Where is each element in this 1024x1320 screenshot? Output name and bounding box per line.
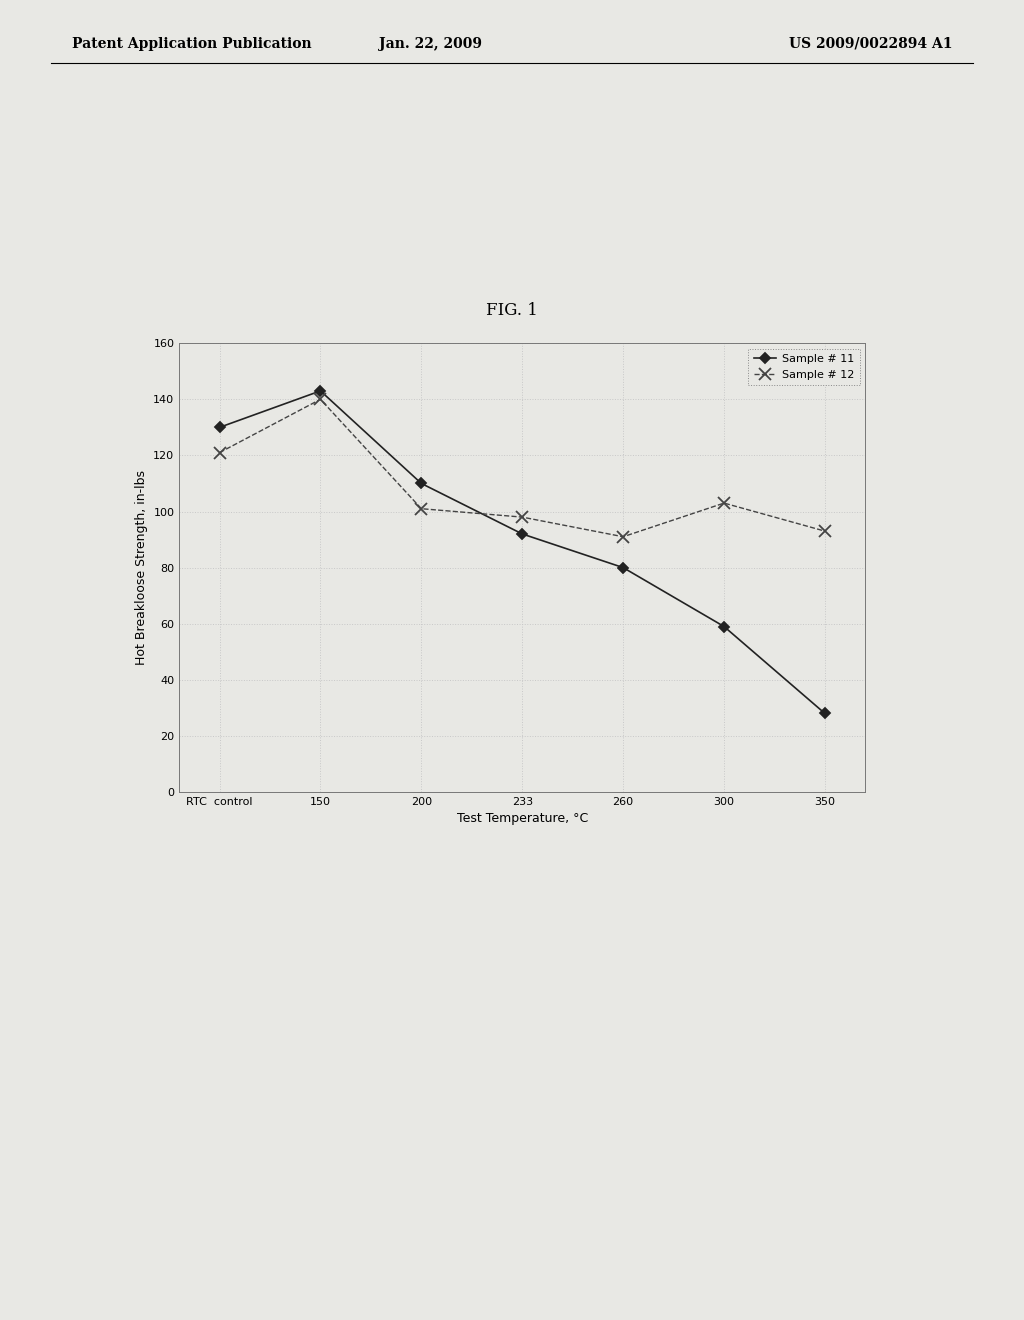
Sample # 12 (718, 495, 730, 511)
Sample # 11 (213, 420, 225, 436)
Text: FIG. 1: FIG. 1 (486, 302, 538, 318)
Sample # 11 (718, 619, 730, 635)
Line: Sample # 12: Sample # 12 (214, 393, 830, 543)
Text: US 2009/0022894 A1: US 2009/0022894 A1 (788, 37, 952, 51)
Legend: Sample # 11, Sample # 12: Sample # 11, Sample # 12 (749, 348, 860, 385)
X-axis label: Test Temperature, °C: Test Temperature, °C (457, 812, 588, 825)
Sample # 12 (415, 500, 427, 516)
Y-axis label: Hot Breakloose Strength, in-lbs: Hot Breakloose Strength, in-lbs (135, 470, 147, 665)
Sample # 12 (516, 510, 528, 525)
Sample # 11 (819, 705, 831, 721)
Sample # 12 (819, 523, 831, 539)
Sample # 11 (617, 560, 630, 576)
Sample # 11 (415, 475, 427, 491)
Line: Sample # 11: Sample # 11 (216, 387, 828, 717)
Text: Patent Application Publication: Patent Application Publication (72, 37, 311, 51)
Sample # 11 (516, 527, 528, 543)
Sample # 12 (213, 445, 225, 461)
Text: Jan. 22, 2009: Jan. 22, 2009 (379, 37, 481, 51)
Sample # 12 (314, 392, 327, 408)
Sample # 12 (617, 529, 630, 545)
Sample # 11 (314, 383, 327, 399)
